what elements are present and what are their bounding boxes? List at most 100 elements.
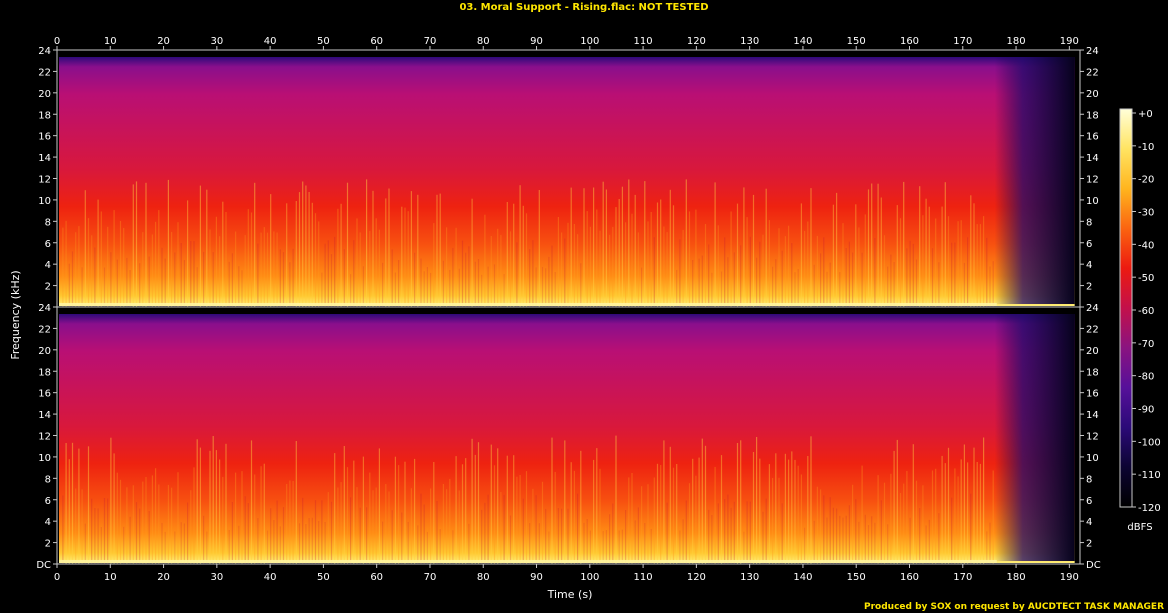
x-tick-label-bottom: 20 — [157, 572, 170, 583]
x-tick-label-top: 50 — [317, 36, 330, 47]
energy-streak — [804, 527, 806, 564]
energy-streak — [615, 435, 617, 564]
energy-streak — [618, 530, 620, 564]
energy-streak — [321, 500, 323, 564]
colorbar: +0 -10 -20 -30 -40 -50 -60 -70 -80 -90 -100 -110 -12… — [1119, 108, 1161, 533]
y-tick-label-left: 14 — [38, 153, 51, 164]
energy-streak — [794, 459, 796, 564]
energy-streak — [314, 500, 317, 564]
energy-streak — [826, 271, 828, 307]
energy-streak — [295, 201, 297, 307]
energy-streak — [685, 500, 687, 564]
energy-streak — [545, 508, 547, 564]
energy-streak — [883, 235, 886, 307]
energy-streak — [820, 489, 822, 564]
energy-streak — [820, 253, 822, 307]
energy-streak — [404, 207, 406, 307]
energy-streak — [139, 508, 141, 564]
y-tick-label-right: 20 — [1086, 346, 1099, 357]
energy-streak — [129, 270, 131, 307]
energy-streak — [759, 458, 761, 564]
y-tick-label-left: 10 — [38, 453, 51, 464]
energy-streak — [362, 456, 364, 564]
energy-streak — [330, 254, 333, 307]
energy-streak — [167, 179, 169, 307]
y-tick-label-left: 20 — [38, 89, 51, 100]
energy-streak — [871, 183, 873, 307]
energy-streak — [903, 483, 905, 564]
energy-streak — [107, 226, 109, 307]
energy-streak — [573, 470, 575, 564]
energy-streak — [752, 194, 755, 307]
energy-streak — [637, 507, 639, 564]
energy-streak — [426, 531, 428, 564]
energy-streak — [711, 272, 713, 307]
energy-streak — [535, 495, 537, 564]
energy-streak — [628, 179, 630, 307]
energy-streak — [468, 246, 470, 307]
energy-streak — [132, 485, 134, 564]
y-tick-label-left: 12 — [38, 175, 51, 186]
y-tick-label-right: 14 — [1086, 153, 1099, 164]
colorbar-tick-label: -20 — [1138, 175, 1154, 186]
energy-streak — [781, 503, 783, 564]
energy-streak — [481, 509, 483, 564]
energy-streak — [529, 523, 531, 564]
energy-streak — [947, 447, 950, 564]
energy-streak — [193, 241, 195, 307]
energy-streak — [142, 232, 144, 307]
energy-streak — [931, 248, 934, 307]
energy-streak — [797, 465, 799, 564]
energy-streak — [973, 447, 975, 564]
energy-streak — [845, 248, 847, 307]
energy-streak — [407, 211, 409, 307]
energy-streak — [593, 187, 595, 307]
energy-streak — [500, 234, 502, 307]
energy-streak — [714, 182, 716, 307]
energy-streak — [567, 222, 569, 307]
energy-streak — [938, 262, 940, 307]
energy-streak — [618, 199, 620, 307]
energy-streak — [989, 522, 991, 564]
credit-text: Produced by SOX on request by AUCDTECT T… — [864, 602, 1164, 612]
energy-streak — [525, 213, 528, 307]
energy-streak — [650, 529, 652, 564]
energy-streak — [145, 477, 147, 564]
energy-streak — [625, 510, 627, 564]
energy-streak — [414, 458, 416, 564]
energy-streak — [334, 453, 336, 564]
energy-streak — [717, 503, 719, 564]
energy-streak — [203, 515, 205, 564]
energy-streak — [602, 531, 604, 564]
energy-streak — [656, 202, 659, 307]
energy-streak — [276, 500, 278, 564]
energy-streak — [116, 259, 118, 307]
energy-streak — [653, 237, 655, 307]
energy-streak — [756, 257, 758, 307]
x-tick-label-bottom: 100 — [580, 572, 599, 583]
y-axis-label: Frequency (kHz) — [9, 270, 22, 359]
energy-streak — [829, 497, 831, 564]
energy-streak — [672, 467, 675, 564]
energy-streak — [925, 198, 927, 307]
x-tick-label-bottom: 30 — [210, 572, 223, 583]
energy-streak — [461, 240, 464, 307]
energy-streak — [541, 266, 544, 307]
y-tick-label-left: 18 — [38, 367, 51, 378]
energy-streak — [864, 514, 866, 564]
energy-streak — [909, 517, 911, 564]
energy-streak — [509, 231, 512, 307]
energy-streak — [353, 460, 355, 564]
colorbar-gradient — [1120, 109, 1132, 507]
energy-streak — [637, 232, 639, 307]
energy-streak — [957, 221, 959, 307]
energy-streak — [164, 531, 166, 564]
x-tick-label-bottom: 130 — [740, 572, 759, 583]
energy-streak — [439, 193, 441, 307]
energy-streak — [62, 227, 64, 307]
y-tick-label-left: 18 — [38, 110, 51, 121]
energy-streak — [119, 479, 122, 564]
energy-streak — [430, 488, 432, 564]
energy-streak — [193, 467, 195, 564]
